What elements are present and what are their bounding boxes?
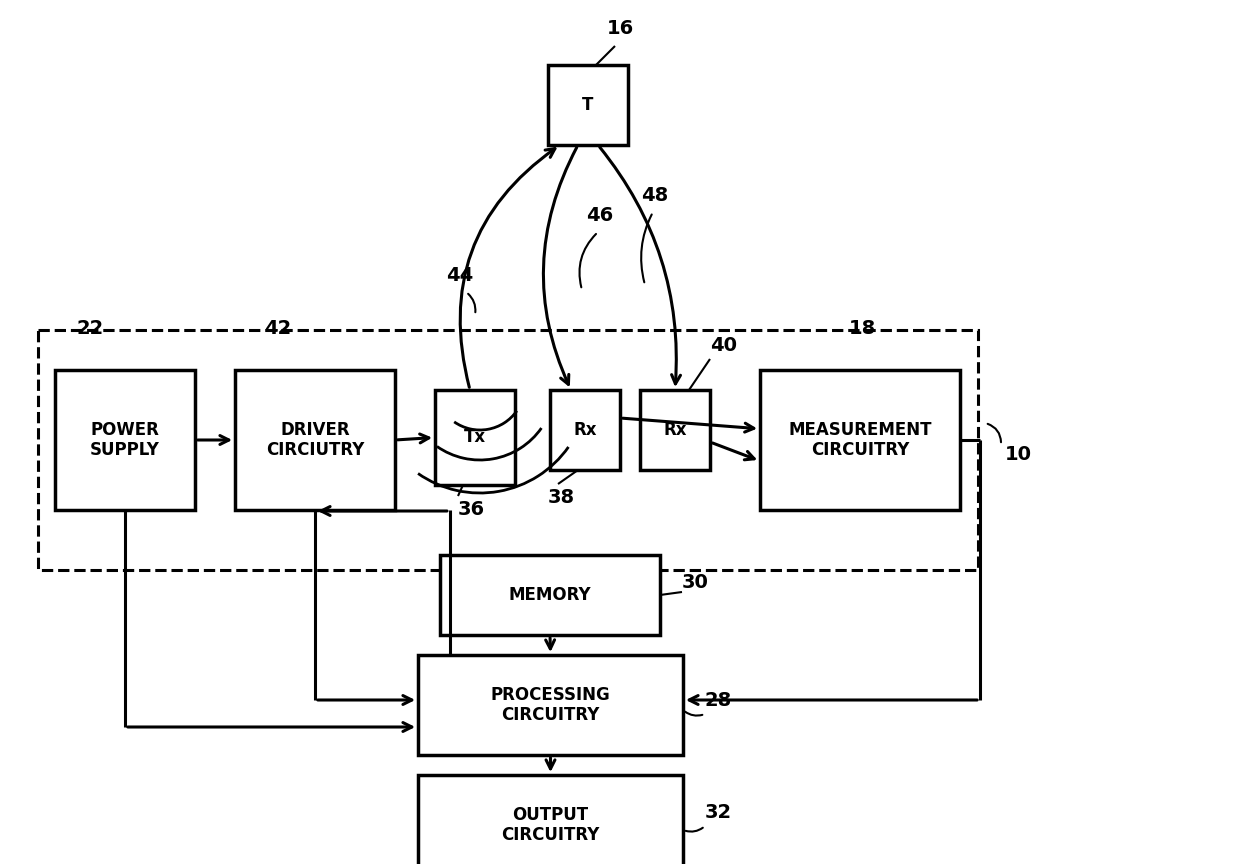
Text: 32: 32 bbox=[706, 803, 732, 822]
Text: T: T bbox=[583, 96, 594, 114]
Bar bbox=[640, 390, 711, 470]
Text: 42: 42 bbox=[264, 319, 291, 338]
Bar bbox=[55, 370, 195, 510]
Text: 40: 40 bbox=[711, 336, 737, 355]
Text: 10: 10 bbox=[1004, 446, 1032, 465]
Bar bbox=[236, 370, 396, 510]
Bar bbox=[38, 330, 978, 570]
Bar bbox=[551, 390, 620, 470]
Text: 36: 36 bbox=[458, 500, 485, 519]
Text: OUTPUT
CIRCUITRY: OUTPUT CIRCUITRY bbox=[501, 805, 600, 844]
Text: 16: 16 bbox=[606, 19, 634, 38]
Bar bbox=[418, 775, 683, 864]
Text: Rx: Rx bbox=[573, 421, 596, 439]
Bar bbox=[440, 555, 660, 635]
Text: 48: 48 bbox=[641, 186, 668, 205]
Text: POWER
SUPPLY: POWER SUPPLY bbox=[91, 421, 160, 460]
Bar bbox=[435, 390, 515, 485]
Text: PROCESSING
CIRCUITRY: PROCESSING CIRCUITRY bbox=[491, 686, 610, 724]
Text: MEMORY: MEMORY bbox=[508, 586, 591, 604]
Text: DRIVER
CIRCIUTRY: DRIVER CIRCIUTRY bbox=[265, 421, 365, 460]
Text: 46: 46 bbox=[587, 206, 614, 225]
Text: Rx: Rx bbox=[663, 421, 687, 439]
Text: 22: 22 bbox=[77, 319, 104, 338]
Text: 30: 30 bbox=[682, 573, 709, 592]
Bar bbox=[418, 655, 683, 755]
Text: 28: 28 bbox=[706, 691, 733, 710]
Text: 18: 18 bbox=[848, 319, 875, 338]
Bar bbox=[760, 370, 960, 510]
Text: Tx: Tx bbox=[464, 429, 486, 447]
Text: MEASUREMENT
CIRCUITRY: MEASUREMENT CIRCUITRY bbox=[789, 421, 931, 460]
Bar bbox=[548, 65, 627, 145]
Text: 44: 44 bbox=[446, 266, 474, 285]
Text: 38: 38 bbox=[548, 488, 575, 507]
